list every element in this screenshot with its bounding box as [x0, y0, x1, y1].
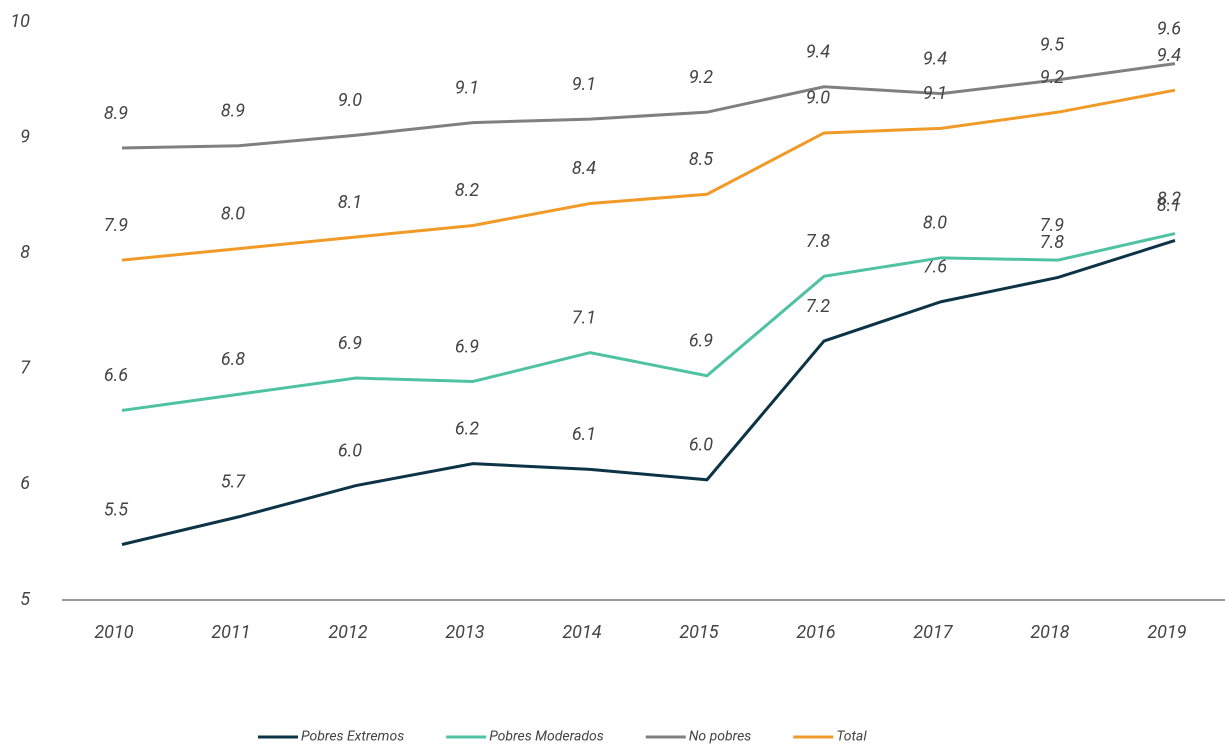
data-label: 6.2	[455, 418, 479, 439]
data-label: 8.9	[221, 100, 245, 121]
x-tick-label: 2018	[1030, 622, 1069, 643]
data-label: 9.4	[923, 48, 947, 69]
x-tick-label: 2012	[328, 622, 367, 643]
data-label: 6.0	[689, 435, 713, 456]
data-label: 7.8	[806, 231, 830, 252]
data-label: 7.1	[572, 307, 596, 328]
data-label: 8.2	[1157, 188, 1181, 209]
data-label: 9.1	[923, 83, 947, 104]
y-tick-label: 8	[20, 242, 30, 263]
data-label: 8.1	[338, 192, 362, 213]
data-label: 8.9	[104, 103, 128, 124]
data-label: 9.0	[338, 90, 362, 111]
y-tick-label: 10	[10, 11, 30, 32]
data-label: 9.1	[572, 74, 596, 95]
data-label: 9.0	[806, 88, 830, 109]
legend-label: Pobres Moderados	[489, 729, 604, 745]
data-label: 5.7	[221, 472, 246, 493]
series-line	[121, 239, 1176, 546]
data-label: 7.2	[806, 296, 830, 317]
y-tick-label: 6	[20, 473, 30, 494]
x-tick-label: 2016	[796, 622, 835, 643]
data-label: 8.1	[1157, 195, 1181, 216]
data-label: 9.2	[689, 67, 713, 88]
data-label: 8.4	[572, 158, 596, 179]
data-label: 6.9	[338, 333, 362, 354]
x-tick-label: 2015	[679, 622, 718, 643]
x-tick-label: 2010	[94, 622, 133, 643]
data-label: 9.6	[1157, 18, 1181, 39]
y-tick-label: 9	[20, 126, 30, 147]
data-label: 7.9	[104, 215, 128, 236]
data-label: 6.8	[221, 349, 245, 370]
data-label: 6.6	[104, 365, 128, 386]
data-label: 9.2	[1040, 67, 1064, 88]
data-label: 9.4	[806, 41, 830, 62]
x-tick-label: 2019	[1147, 622, 1186, 643]
data-label: 8.0	[923, 213, 947, 234]
series-line	[121, 88, 1176, 262]
series-line	[121, 62, 1176, 150]
data-label: 7.9	[1040, 215, 1064, 236]
data-label: 6.9	[689, 330, 713, 351]
data-label: 6.9	[455, 336, 479, 357]
y-tick-label: 5	[20, 589, 30, 610]
legend-label: Total	[836, 729, 867, 745]
series-line	[121, 232, 1176, 412]
data-label: 8.5	[689, 149, 713, 170]
legend-label: Pobres Extremos	[301, 729, 404, 745]
x-tick-label: 2014	[562, 622, 601, 643]
x-tick-label: 2011	[211, 622, 250, 643]
data-label: 8.2	[455, 180, 479, 201]
data-label: 7.6	[923, 257, 947, 278]
data-label: 9.4	[1157, 45, 1181, 66]
data-label: 9.1	[455, 77, 479, 98]
y-tick-label: 7	[20, 358, 31, 379]
data-label: 8.0	[221, 203, 245, 224]
data-label: 6.0	[338, 440, 362, 461]
data-label: 6.1	[572, 424, 596, 445]
data-label: 9.5	[1040, 35, 1064, 56]
legend-label: No pobres	[689, 729, 752, 745]
data-label: 7.8	[1040, 232, 1064, 253]
x-tick-label: 2017	[913, 622, 953, 643]
x-tick-label: 2013	[445, 622, 484, 643]
data-label: 5.5	[104, 499, 128, 520]
